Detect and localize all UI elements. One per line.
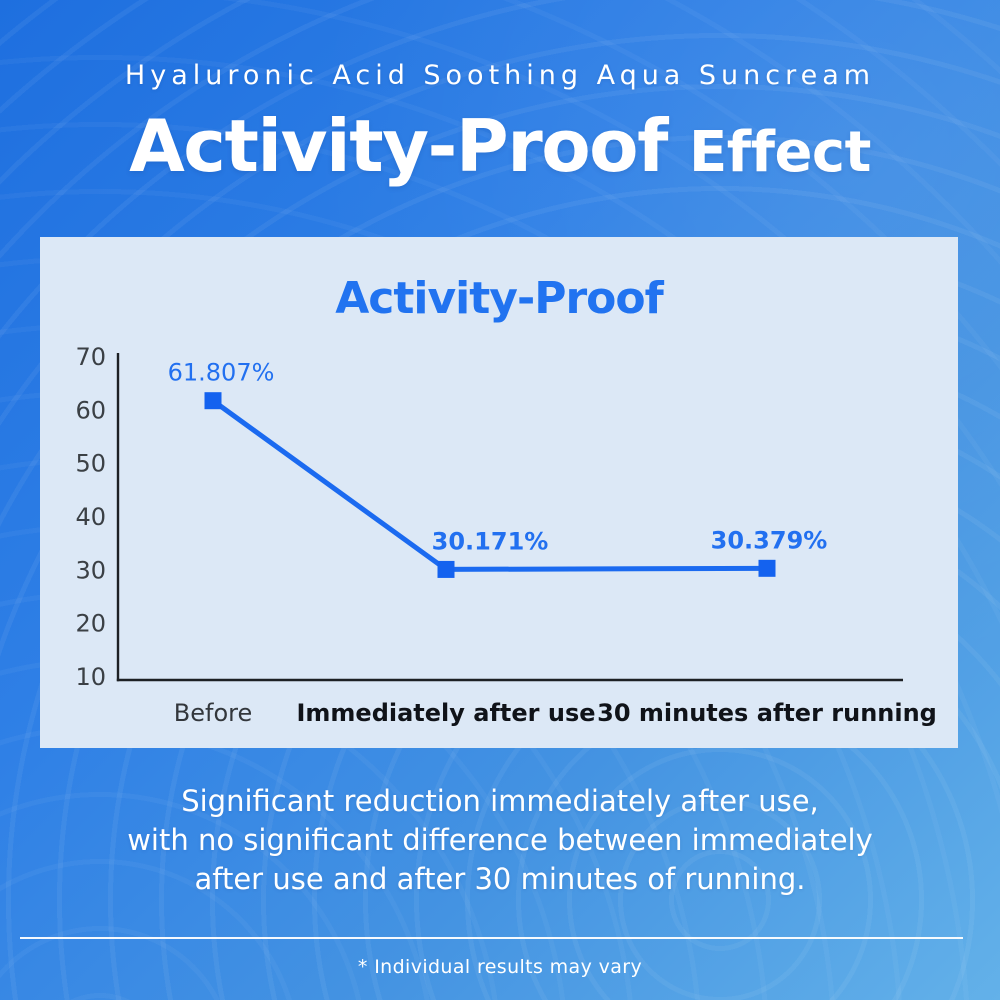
y-tick-label: 60 bbox=[75, 396, 106, 424]
caption-line: with no significant difference between i… bbox=[127, 823, 873, 857]
disclaimer-footnote: * Individual results may vary bbox=[357, 956, 643, 978]
divider-line bbox=[20, 937, 963, 939]
data-point-marker bbox=[204, 392, 222, 410]
page-title-main: Activity-Proof bbox=[129, 104, 668, 188]
y-tick-label: 50 bbox=[75, 450, 106, 478]
y-tick-label: 40 bbox=[75, 503, 106, 531]
line-chart: 70 60 50 40 30 20 10 61.807% 30.171% 30.379% Befor… bbox=[75, 343, 937, 727]
page-title: Activity-Proof Effect bbox=[0, 104, 1000, 188]
data-point-label: 61.807% bbox=[168, 359, 275, 387]
chart-panel: Activity-Proof 70 60 50 40 30 20 10 61.807% 30.1… bbox=[40, 237, 958, 748]
caption-line: after use and after 30 minutes of runnin… bbox=[194, 862, 806, 896]
x-axis-label: Before bbox=[174, 699, 252, 727]
x-axis-label: Immediately after use bbox=[296, 699, 595, 727]
data-point-label: 30.379% bbox=[711, 526, 828, 554]
caption-line: Significant reduction immediately after … bbox=[181, 784, 819, 818]
chart-title: Activity-Proof bbox=[335, 273, 664, 324]
data-point-label: 30.171% bbox=[432, 527, 549, 555]
data-point-marker bbox=[437, 560, 455, 578]
y-tick-label: 20 bbox=[75, 610, 106, 638]
results-caption: Significant reduction immediately after … bbox=[0, 782, 1000, 899]
y-tick-label: 10 bbox=[75, 663, 106, 691]
data-point-marker bbox=[758, 559, 776, 577]
page-title-suffix: Effect bbox=[688, 120, 871, 185]
product-name: Hyaluronic Acid Soothing Aqua Suncream bbox=[124, 60, 876, 91]
y-tick-label: 30 bbox=[75, 556, 106, 584]
x-axis-label: 30 minutes after running bbox=[597, 699, 937, 727]
y-tick-label: 70 bbox=[75, 343, 106, 371]
